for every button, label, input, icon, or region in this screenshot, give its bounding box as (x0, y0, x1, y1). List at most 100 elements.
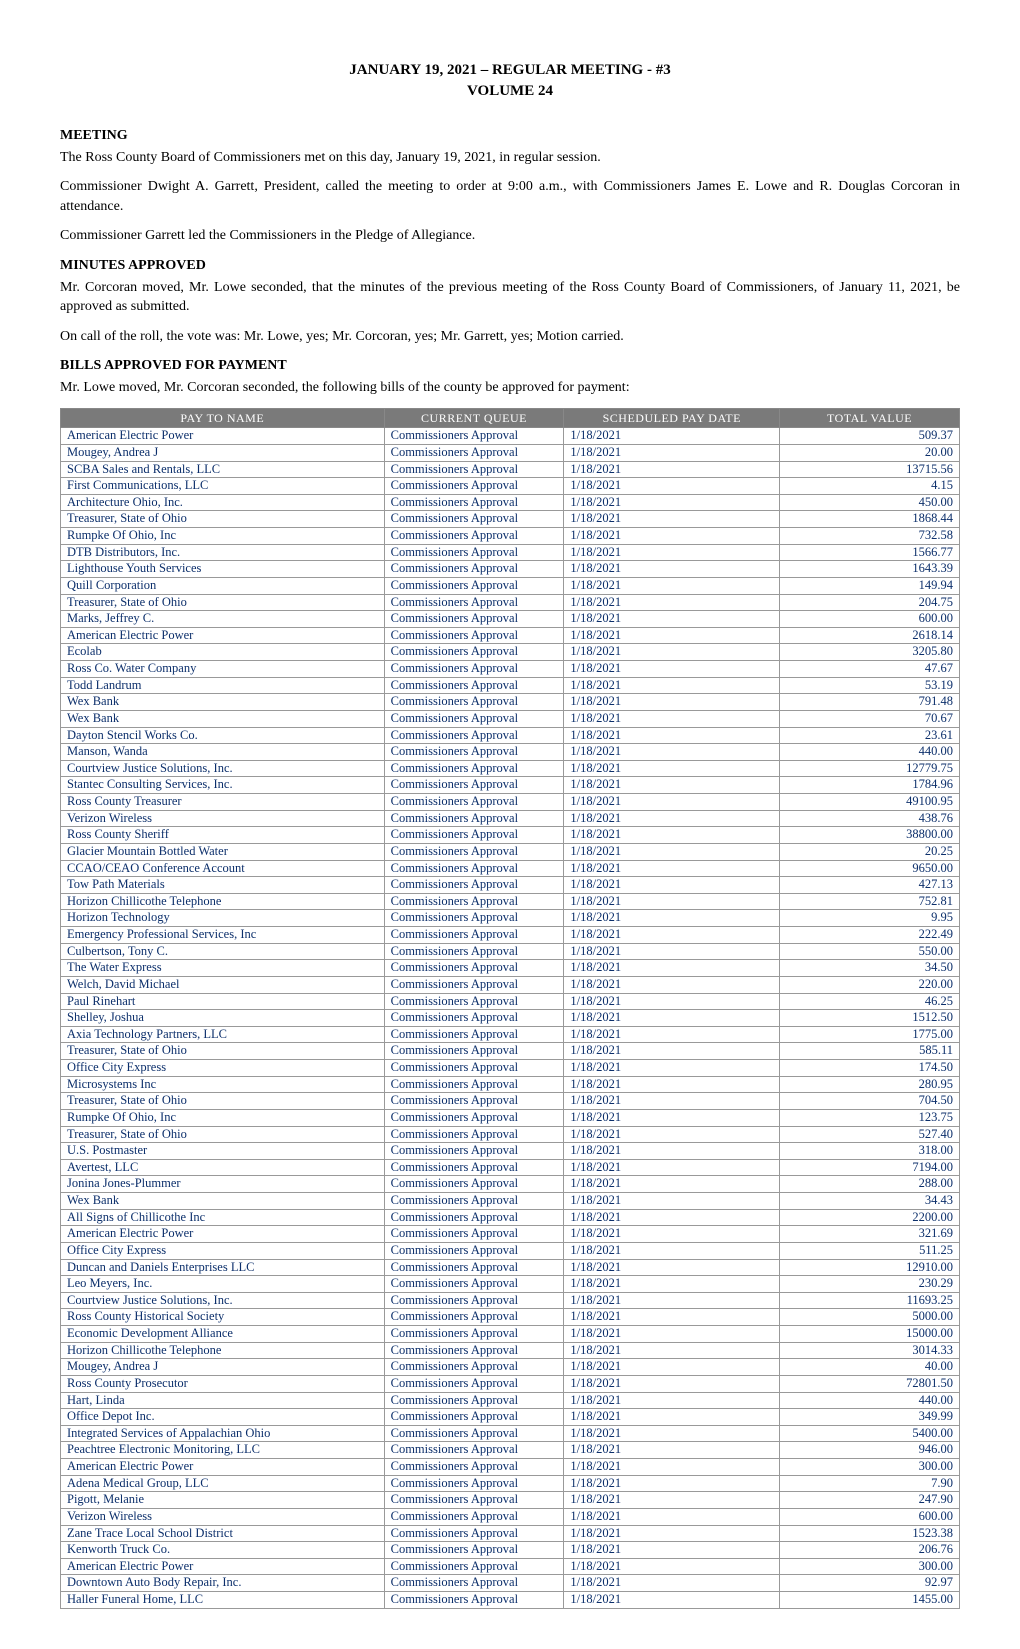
table-cell: Glacier Mountain Bottled Water (61, 843, 385, 860)
table-row: Treasurer, State of OhioCommissioners Ap… (61, 511, 960, 528)
table-cell: Commissioners Approval (384, 1475, 564, 1492)
table-cell: Culbertson, Tony C. (61, 943, 385, 960)
table-cell: Commissioners Approval (384, 727, 564, 744)
table-cell: 1/18/2021 (564, 1342, 780, 1359)
col-total-value: TOTAL VALUE (780, 408, 960, 428)
table-cell: 438.76 (780, 810, 960, 827)
table-cell: Hart, Linda (61, 1392, 385, 1409)
table-cell: Dayton Stencil Works Co. (61, 727, 385, 744)
table-cell: Quill Corporation (61, 577, 385, 594)
table-cell: 1643.39 (780, 561, 960, 578)
table-row: American Electric PowerCommissioners App… (61, 428, 960, 445)
table-row: Axia Technology Partners, LLCCommissione… (61, 1026, 960, 1043)
table-row: Office Depot Inc.Commissioners Approval1… (61, 1409, 960, 1426)
table-row: Treasurer, State of OhioCommissioners Ap… (61, 1093, 960, 1110)
table-cell: Commissioners Approval (384, 461, 564, 478)
table-row: Duncan and Daniels Enterprises LLCCommis… (61, 1259, 960, 1276)
table-cell: 1/18/2021 (564, 478, 780, 495)
minutes-heading: MINUTES APPROVED (60, 256, 960, 276)
table-cell: 1/18/2021 (564, 843, 780, 860)
table-cell: Commissioners Approval (384, 1209, 564, 1226)
table-cell: 20.00 (780, 444, 960, 461)
table-cell: 3014.33 (780, 1342, 960, 1359)
table-cell: 12910.00 (780, 1259, 960, 1276)
table-row: Wex BankCommissioners Approval1/18/20213… (61, 1193, 960, 1210)
table-cell: Commissioners Approval (384, 428, 564, 445)
table-cell: Paul Rinehart (61, 993, 385, 1010)
table-row: Ross County SheriffCommissioners Approva… (61, 827, 960, 844)
table-cell: 1868.44 (780, 511, 960, 528)
table-cell: Commissioners Approval (384, 1143, 564, 1160)
table-cell: Commissioners Approval (384, 993, 564, 1010)
table-cell: Commissioners Approval (384, 927, 564, 944)
table-cell: 349.99 (780, 1409, 960, 1426)
table-cell: 1/18/2021 (564, 1193, 780, 1210)
table-cell: 550.00 (780, 943, 960, 960)
table-cell: 1/18/2021 (564, 1209, 780, 1226)
table-cell: 1/18/2021 (564, 893, 780, 910)
table-cell: 12779.75 (780, 760, 960, 777)
table-row: Integrated Services of Appalachian OhioC… (61, 1425, 960, 1442)
table-cell: Shelley, Joshua (61, 1010, 385, 1027)
table-cell: 1/18/2021 (564, 1176, 780, 1193)
table-row: Todd LandrumCommissioners Approval1/18/2… (61, 677, 960, 694)
table-cell: 1/18/2021 (564, 1442, 780, 1459)
table-row: Culbertson, Tony C.Commissioners Approva… (61, 943, 960, 960)
table-row: Jonina Jones-PlummerCommissioners Approv… (61, 1176, 960, 1193)
table-row: Horizon TechnologyCommissioners Approval… (61, 910, 960, 927)
table-row: Emergency Professional Services, IncComm… (61, 927, 960, 944)
table-cell: Axia Technology Partners, LLC (61, 1026, 385, 1043)
table-cell: Commissioners Approval (384, 478, 564, 495)
table-cell: Commissioners Approval (384, 444, 564, 461)
table-cell: 1/18/2021 (564, 1043, 780, 1060)
bills-table-body: American Electric PowerCommissioners App… (61, 428, 960, 1608)
table-cell: 1/18/2021 (564, 710, 780, 727)
table-cell: Commissioners Approval (384, 1292, 564, 1309)
table-cell: 1/18/2021 (564, 1292, 780, 1309)
table-cell: 1455.00 (780, 1592, 960, 1609)
table-row: Rumpke Of Ohio, IncCommissioners Approva… (61, 1109, 960, 1126)
table-row: Adena Medical Group, LLCCommissioners Ap… (61, 1475, 960, 1492)
table-cell: Office Depot Inc. (61, 1409, 385, 1426)
table-cell: 1/18/2021 (564, 444, 780, 461)
table-row: Welch, David MichaelCommissioners Approv… (61, 976, 960, 993)
table-cell: Mougey, Andrea J (61, 444, 385, 461)
table-cell: Downtown Auto Body Repair, Inc. (61, 1575, 385, 1592)
table-cell: Avertest, LLC (61, 1159, 385, 1176)
table-cell: Courtview Justice Solutions, Inc. (61, 1292, 385, 1309)
table-cell: Todd Landrum (61, 677, 385, 694)
table-cell: 752.81 (780, 893, 960, 910)
table-row: Ross County ProsecutorCommissioners Appr… (61, 1375, 960, 1392)
table-cell: 72801.50 (780, 1375, 960, 1392)
bills-table: PAY TO NAME CURRENT QUEUE SCHEDULED PAY … (60, 408, 960, 1609)
table-cell: 1/18/2021 (564, 1076, 780, 1093)
table-row: Paul RinehartCommissioners Approval1/18/… (61, 993, 960, 1010)
table-cell: Commissioners Approval (384, 494, 564, 511)
table-cell: Ross County Prosecutor (61, 1375, 385, 1392)
table-cell: Commissioners Approval (384, 1508, 564, 1525)
table-cell: Rumpke Of Ohio, Inc (61, 528, 385, 545)
meeting-p2: Commissioner Dwight A. Garrett, Presiden… (60, 177, 960, 216)
table-row: Tow Path MaterialsCommissioners Approval… (61, 877, 960, 894)
col-pay-to-name: PAY TO NAME (61, 408, 385, 428)
table-cell: 2618.14 (780, 627, 960, 644)
table-cell: 1/18/2021 (564, 1060, 780, 1077)
table-cell: Commissioners Approval (384, 1093, 564, 1110)
table-cell: Commissioners Approval (384, 644, 564, 661)
table-cell: Commissioners Approval (384, 528, 564, 545)
table-cell: 7.90 (780, 1475, 960, 1492)
table-cell: Economic Development Alliance (61, 1326, 385, 1343)
table-cell: Commissioners Approval (384, 1176, 564, 1193)
table-cell: Commissioners Approval (384, 943, 564, 960)
table-cell: Commissioners Approval (384, 893, 564, 910)
col-scheduled-pay-date: SCHEDULED PAY DATE (564, 408, 780, 428)
table-cell: U.S. Postmaster (61, 1143, 385, 1160)
table-cell: Commissioners Approval (384, 1592, 564, 1609)
table-cell: Commissioners Approval (384, 1525, 564, 1542)
table-row: Glacier Mountain Bottled WaterCommission… (61, 843, 960, 860)
table-cell: Commissioners Approval (384, 1392, 564, 1409)
table-cell: Commissioners Approval (384, 877, 564, 894)
table-row: Ross County Historical SocietyCommission… (61, 1309, 960, 1326)
table-row: Dayton Stencil Works Co.Commissioners Ap… (61, 727, 960, 744)
table-cell: 1/18/2021 (564, 943, 780, 960)
